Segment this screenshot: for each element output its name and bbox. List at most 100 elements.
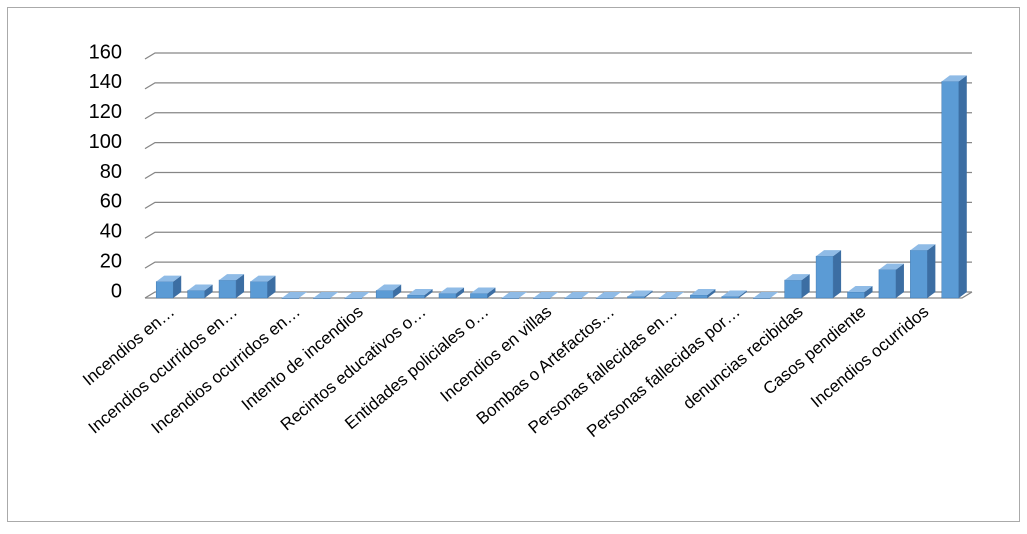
bar-front [344, 297, 362, 299]
grid-line [144, 231, 972, 239]
bar [218, 274, 245, 299]
bar [595, 292, 622, 299]
bar [658, 292, 684, 299]
bar-top [501, 292, 527, 298]
grid-line [144, 52, 972, 60]
bar-side [487, 287, 496, 298]
bar-top [313, 292, 339, 298]
bar-top [690, 289, 716, 296]
bar [753, 292, 779, 299]
bar [313, 292, 339, 299]
bar-top [596, 292, 622, 298]
bar [470, 287, 496, 299]
bar [564, 292, 590, 299]
bar-front [155, 281, 174, 299]
bar-top [344, 292, 370, 298]
bar-front [501, 297, 520, 299]
bar-top [564, 292, 590, 298]
bar-top [721, 290, 747, 297]
bar [344, 292, 370, 299]
bar-front [595, 297, 614, 299]
bar-top [219, 274, 245, 281]
bar-top [658, 292, 684, 298]
bar-top [753, 292, 779, 298]
y-tick-label: 40 [100, 221, 122, 243]
bar-front [941, 81, 960, 299]
bar-top [816, 250, 842, 257]
bar-side [204, 284, 213, 298]
grid-line [144, 112, 972, 120]
bar [847, 286, 873, 299]
bar-front [878, 269, 897, 299]
bar [438, 287, 465, 299]
bar-front [815, 255, 834, 299]
bar-side [958, 75, 967, 298]
y-tick-label: 60 [100, 191, 122, 213]
bar-front [721, 296, 740, 299]
bar-side [707, 289, 716, 298]
bar-front [438, 293, 457, 299]
bar-top [878, 263, 904, 270]
bar-front [658, 297, 677, 299]
grid-line [144, 141, 972, 150]
chart-border [7, 7, 1020, 522]
bar-top [376, 284, 402, 291]
bar-front [690, 294, 708, 299]
bar-side [833, 250, 842, 298]
bar-front [375, 290, 394, 299]
bar-side [236, 274, 245, 298]
bar-front [533, 297, 551, 299]
bar [627, 290, 653, 299]
bar-front [784, 279, 802, 299]
y-tick-label: 20 [100, 250, 122, 272]
bar-top [156, 275, 182, 282]
grid-line [144, 201, 972, 209]
bar [815, 250, 842, 299]
bar [375, 284, 402, 299]
bar [690, 289, 716, 299]
grid-line [144, 82, 972, 90]
bar-side [864, 286, 873, 298]
bar-top [281, 292, 307, 298]
bar-side [456, 287, 465, 298]
bar-front [753, 297, 771, 299]
bar-side [173, 275, 182, 298]
bar-side [644, 290, 653, 298]
bar-side [424, 289, 433, 298]
bar-top [941, 75, 967, 82]
y-tick-label: 100 [89, 131, 122, 153]
bar-top [533, 292, 559, 298]
bar-front [564, 297, 582, 299]
bar-top [187, 284, 213, 291]
bar [501, 292, 527, 299]
bar [155, 275, 182, 299]
bar [250, 275, 276, 299]
bar [721, 290, 747, 299]
bar-top [627, 290, 653, 297]
bar-top [847, 286, 873, 293]
bar-front [313, 297, 331, 299]
grid-line [144, 171, 972, 180]
bar [941, 75, 967, 299]
bar-side [927, 244, 936, 298]
bar-front [910, 249, 928, 299]
bar-top [470, 287, 496, 294]
bar-side [895, 263, 904, 298]
bar-top [439, 287, 465, 294]
bar [878, 263, 904, 299]
bar-top [784, 274, 810, 281]
bar-front [187, 290, 205, 299]
y-tick-label: 120 [89, 101, 122, 123]
bar [281, 292, 307, 299]
bar-front [470, 293, 488, 299]
bar-top [407, 289, 433, 296]
bar-top [910, 244, 936, 251]
bar [533, 292, 559, 299]
y-tick-label: 140 [89, 71, 122, 93]
bar-side [267, 275, 276, 298]
bar-side [738, 290, 747, 298]
bar-front [250, 281, 268, 299]
bar [407, 289, 433, 299]
bar-side [801, 274, 810, 298]
